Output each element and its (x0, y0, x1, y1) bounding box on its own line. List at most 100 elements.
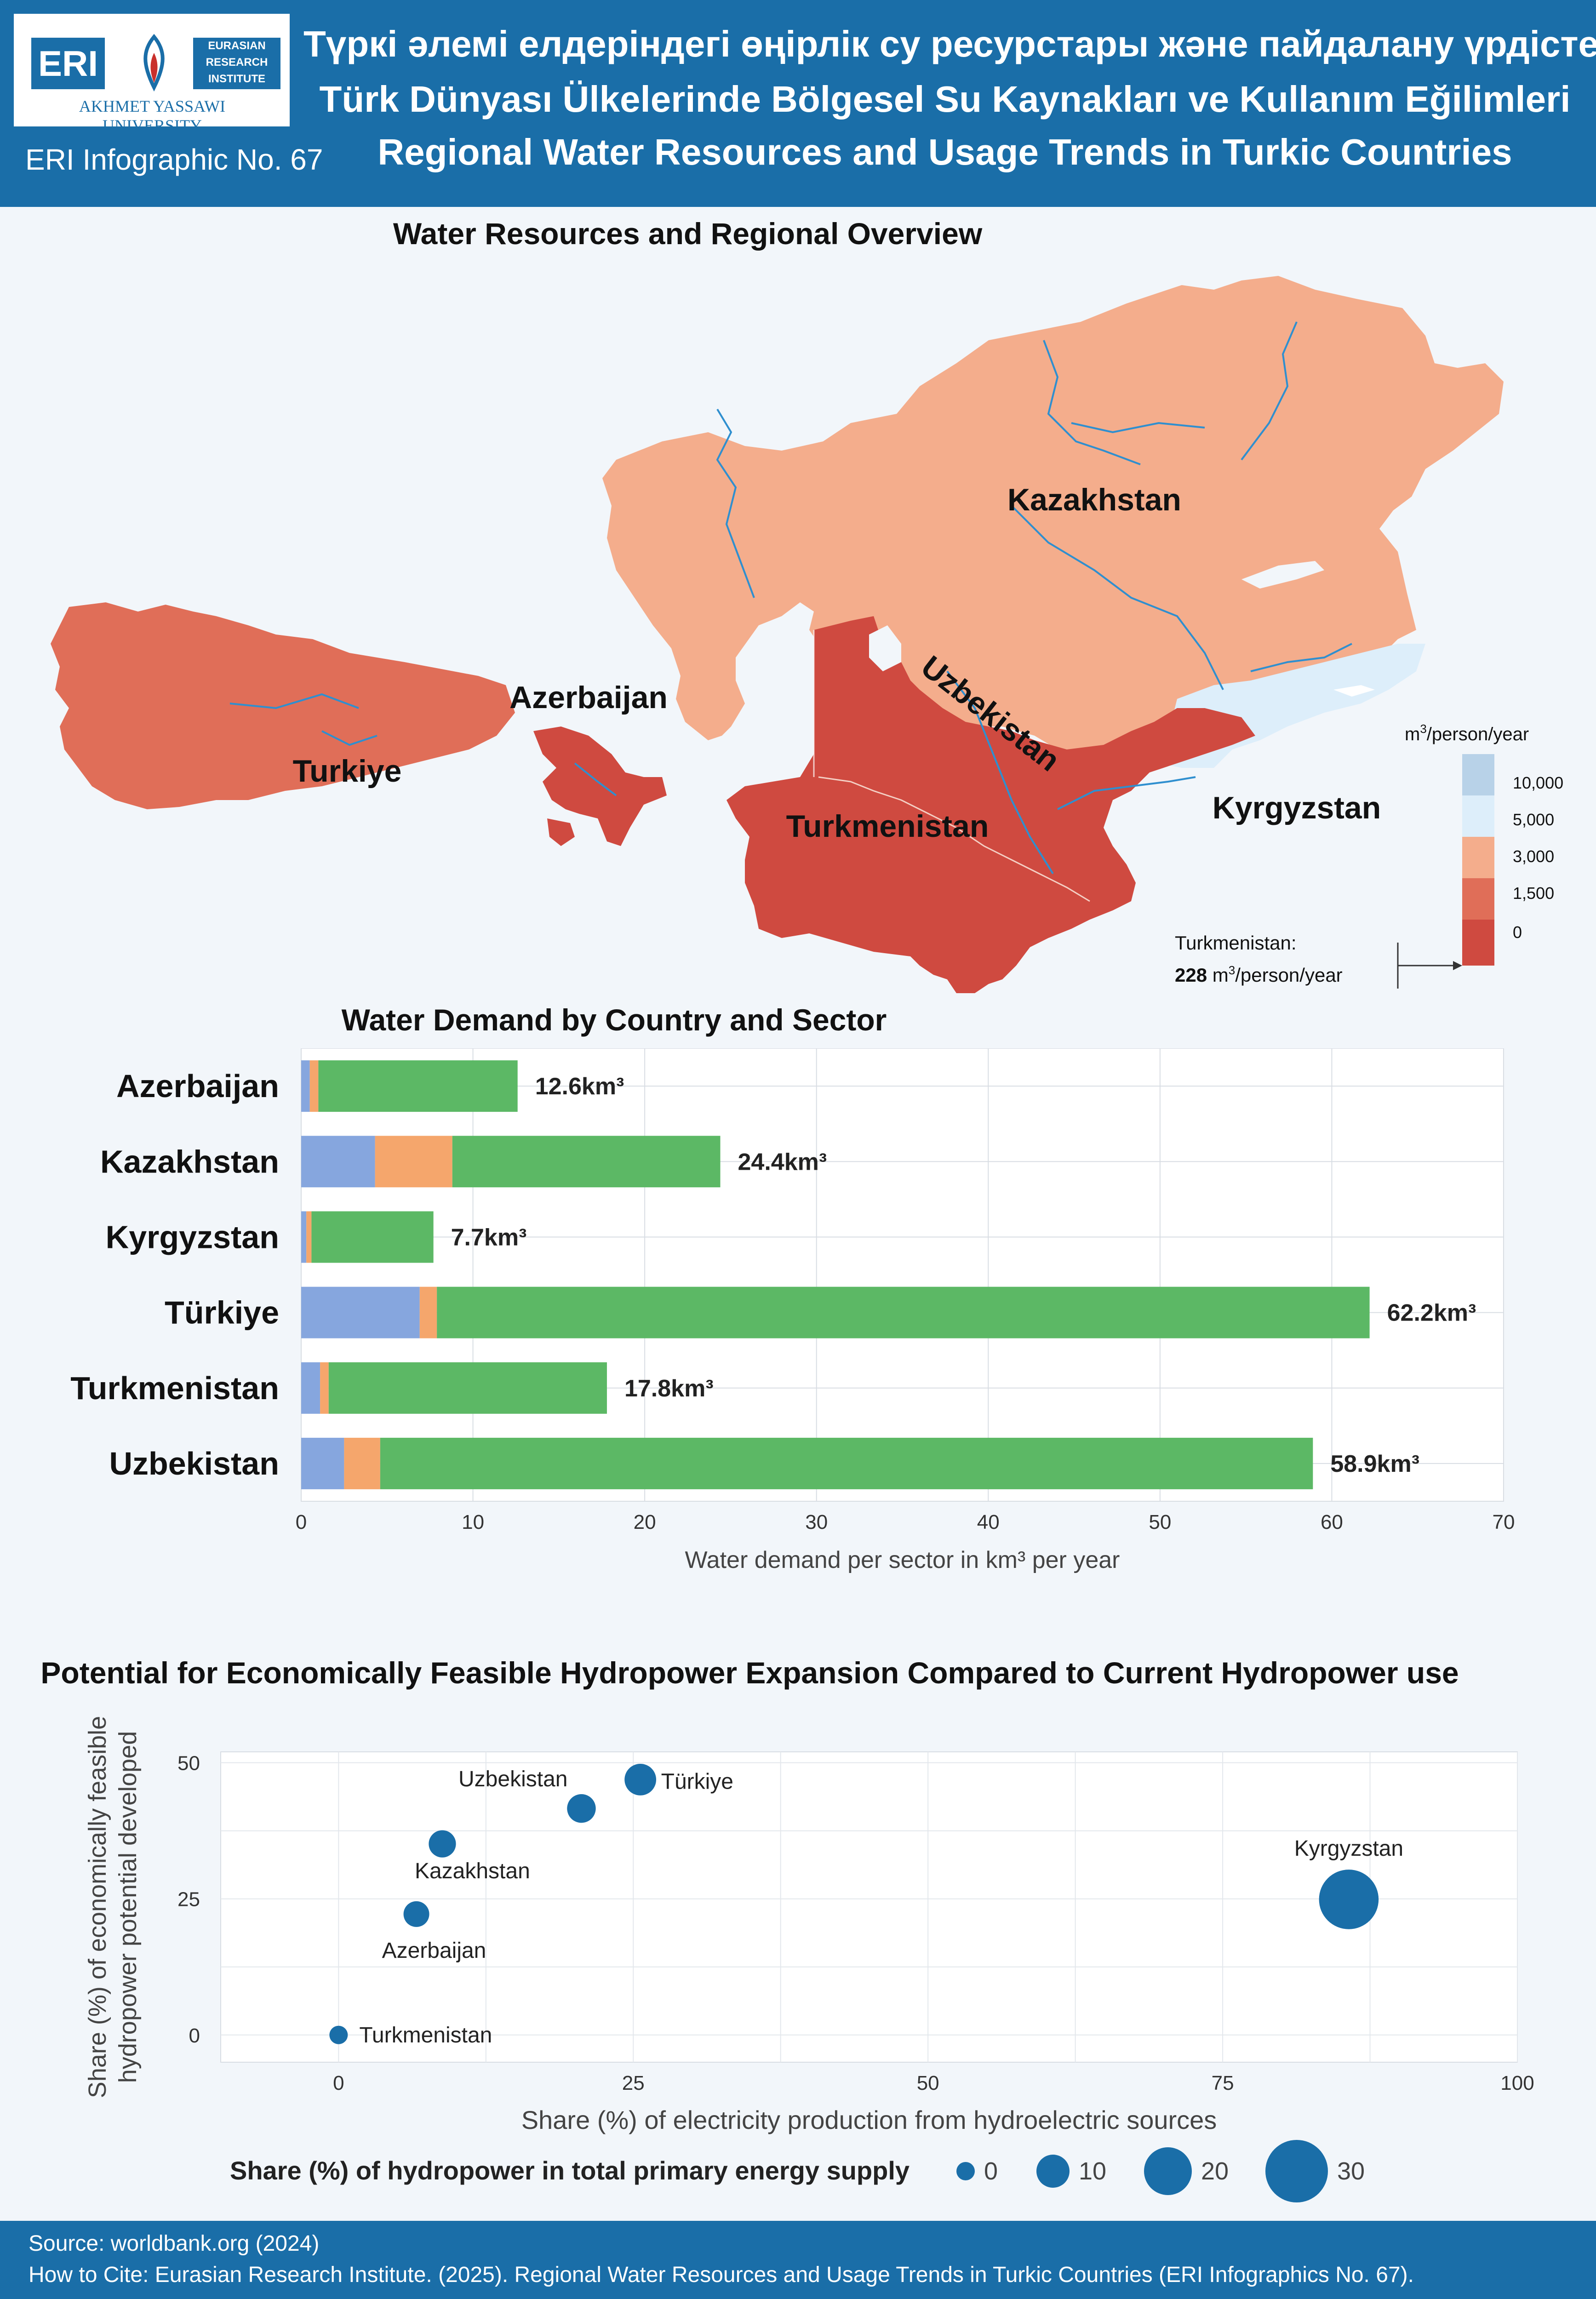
bar-segment-industry (309, 1060, 319, 1112)
bar-xtick-label: 50 (1149, 1511, 1171, 1533)
map-legend-tick-5: 0 (1513, 923, 1522, 942)
scatter-xtick-label: 25 (622, 2072, 645, 2094)
title-kazakh: Түркі әлемі елдеріндегі өңірлік су ресур… (303, 23, 1596, 64)
bar-x-axis-label: Water demand per sector in km³ per year (685, 1547, 1120, 1573)
scatter-size-legend-title: Share (%) of hydropower in total primary… (230, 2156, 910, 2185)
map-border-uz-tm (818, 776, 1090, 902)
bar-total-label: 17.8km³ (624, 1375, 714, 1402)
bar-segment-municipal (301, 1287, 420, 1338)
logo-eri-text: ERI (31, 38, 105, 89)
scatter-point-label: Türkiye (661, 1769, 733, 1794)
bar-category-label: Türkiye (165, 1295, 279, 1331)
bar-total-label: 58.9km³ (1330, 1451, 1419, 1477)
bar-xtick-label: 60 (1321, 1511, 1343, 1533)
bar-xtick-label: 30 (805, 1511, 828, 1533)
scatter-point (567, 1794, 596, 1823)
bar-category-label: Kazakhstan (100, 1144, 279, 1179)
footer-citation: How to Cite: Eurasian Research Institute… (29, 2263, 1414, 2287)
scatter-ytick-label: 50 (177, 1752, 200, 1775)
map-label-azerbaijan: Azerbaijan (509, 680, 668, 715)
bar-category-label: Kyrgyzstan (106, 1219, 279, 1255)
scatter-size-legend-label: 10 (1079, 2157, 1106, 2185)
scatter-point (403, 1901, 429, 1927)
scatter-point-label: Kazakhstan (415, 1859, 530, 1883)
map-label-kazakhstan: Kazakhstan (1007, 482, 1181, 517)
bar-xtick-label: 70 (1493, 1511, 1515, 1533)
scatter-point-label: Kyrgyzstan (1294, 1836, 1403, 1861)
map-label-turkmenistan: Turkmenistan (786, 809, 989, 844)
scatter-size-legend-label: 20 (1201, 2157, 1229, 2185)
map-legend-tick-2: 5,000 (1513, 810, 1554, 829)
scatter-point (1319, 1870, 1379, 1929)
scatter-size-legend-label: 0 (984, 2157, 998, 2185)
map-legend-title: m3/person/year (1405, 722, 1529, 744)
scatter-point (329, 2025, 348, 2044)
scatter-point-label: Turkmenistan (359, 2023, 492, 2047)
title-turkish: Türk Dünyası Ülkelerinde Bölgesel Su Kay… (319, 79, 1571, 120)
map-label-turkiye: Turkiye (293, 754, 402, 789)
map-legend-tick-4: 1,500 (1513, 884, 1554, 903)
scatter-x-axis-label: Share (%) of electricity production from… (521, 2105, 1217, 2134)
bar-segment-municipal (301, 1362, 320, 1414)
map-legend-swatch-1 (1462, 754, 1494, 795)
bar-segment-industry (344, 1437, 380, 1489)
scatter-xtick-label: 50 (917, 2072, 939, 2094)
title-english: Regional Water Resources and Usage Trend… (378, 132, 1512, 172)
scatter-y-axis-label: Share (%) of economically feasible hydrop… (84, 1716, 142, 2098)
scatter-xtick-label: 0 (333, 2072, 344, 2094)
map-legend-swatch-5 (1462, 920, 1494, 966)
header: ERI EURASIAN RESEARCH INSTITUTE AKHMET Y… (0, 0, 1596, 207)
bar-plot-area (301, 1048, 1504, 1502)
scatter-point-label: Uzbekistan (458, 1767, 567, 1791)
bar-segment-agriculture (437, 1287, 1370, 1338)
bar-xtick-label: 40 (977, 1511, 1000, 1533)
bar-segment-municipal (301, 1136, 375, 1188)
map-aral-sea (869, 625, 901, 671)
scatter-ytick-label: 25 (177, 1888, 200, 1911)
map-note-arrow-head (1453, 961, 1462, 970)
scatter-ytick-label: 0 (189, 2024, 200, 2047)
infographic-number: ERI Infographic No. 67 (25, 143, 323, 176)
water-demand-bar-chart: 0 10 20 30 40 50 60 70 Azerbaijan 12.6km³ Kazakhst… (70, 1048, 1515, 1573)
bar-total-label: 12.6km³ (535, 1073, 624, 1100)
scatter-size-legend-label: 30 (1337, 2157, 1365, 2185)
flame-icon (143, 34, 165, 92)
footer: Source: worldbank.org (2024) How to Cite… (0, 2221, 1596, 2299)
bar-segment-agriculture (328, 1362, 607, 1414)
scatter-plot-area (220, 1751, 1518, 2063)
map-label-kyrgyzstan: Kyrgyzstan (1213, 790, 1381, 825)
map-title: Water Resources and Regional Overview (393, 217, 983, 251)
map-balkhash-lake (1241, 561, 1324, 589)
bar-segment-agriculture (311, 1211, 434, 1263)
bar-segment-industry (320, 1362, 329, 1414)
bar-segment-industry (375, 1136, 452, 1188)
bar-segment-municipal (301, 1060, 310, 1112)
scatter-point-label: Azerbaijan (382, 1939, 486, 1963)
bar-xtick-label: 10 (462, 1511, 484, 1533)
scatter-point (429, 1830, 456, 1858)
region-map: Kazakhstan Uzbekistan Turkmenistan Kyrgy… (51, 276, 1563, 993)
scatter-y-axis-label-line: hydropower potential developed (114, 1731, 142, 2083)
footer-source: Source: worldbank.org (2024) (29, 2231, 320, 2256)
bar-category-label: Turkmenistan (70, 1370, 279, 1406)
bar-category-label: Azerbaijan (116, 1068, 279, 1104)
map-legend-swatch-3 (1462, 837, 1494, 878)
bar-segment-municipal (301, 1437, 344, 1489)
scatter-size-legend-circle (1144, 2147, 1192, 2195)
bar-segment-agriculture (380, 1437, 1313, 1489)
scatter-size-legend-circle (1036, 2155, 1070, 2188)
scatter-size-legend-circle (956, 2162, 975, 2180)
map-issyk-kul-lake (1333, 685, 1375, 697)
logo: ERI EURASIAN RESEARCH INSTITUTE AKHMET Y… (14, 14, 290, 135)
bar-total-label: 62.2km³ (1387, 1300, 1476, 1327)
scatter-size-legend-circle (1265, 2140, 1328, 2202)
bar-chart-title: Water Demand by Country and Sector (341, 1003, 887, 1037)
bar-segment-municipal (301, 1211, 307, 1263)
map-note-country: Turkmenistan: (1175, 932, 1297, 954)
map-legend-swatch-4 (1462, 878, 1494, 920)
map-legend-swatch-2 (1462, 795, 1494, 837)
scatter-xtick-label: 75 (1212, 2072, 1234, 2094)
bar-category-label: Uzbekistan (109, 1446, 279, 1481)
bar-segment-industry (306, 1211, 312, 1263)
